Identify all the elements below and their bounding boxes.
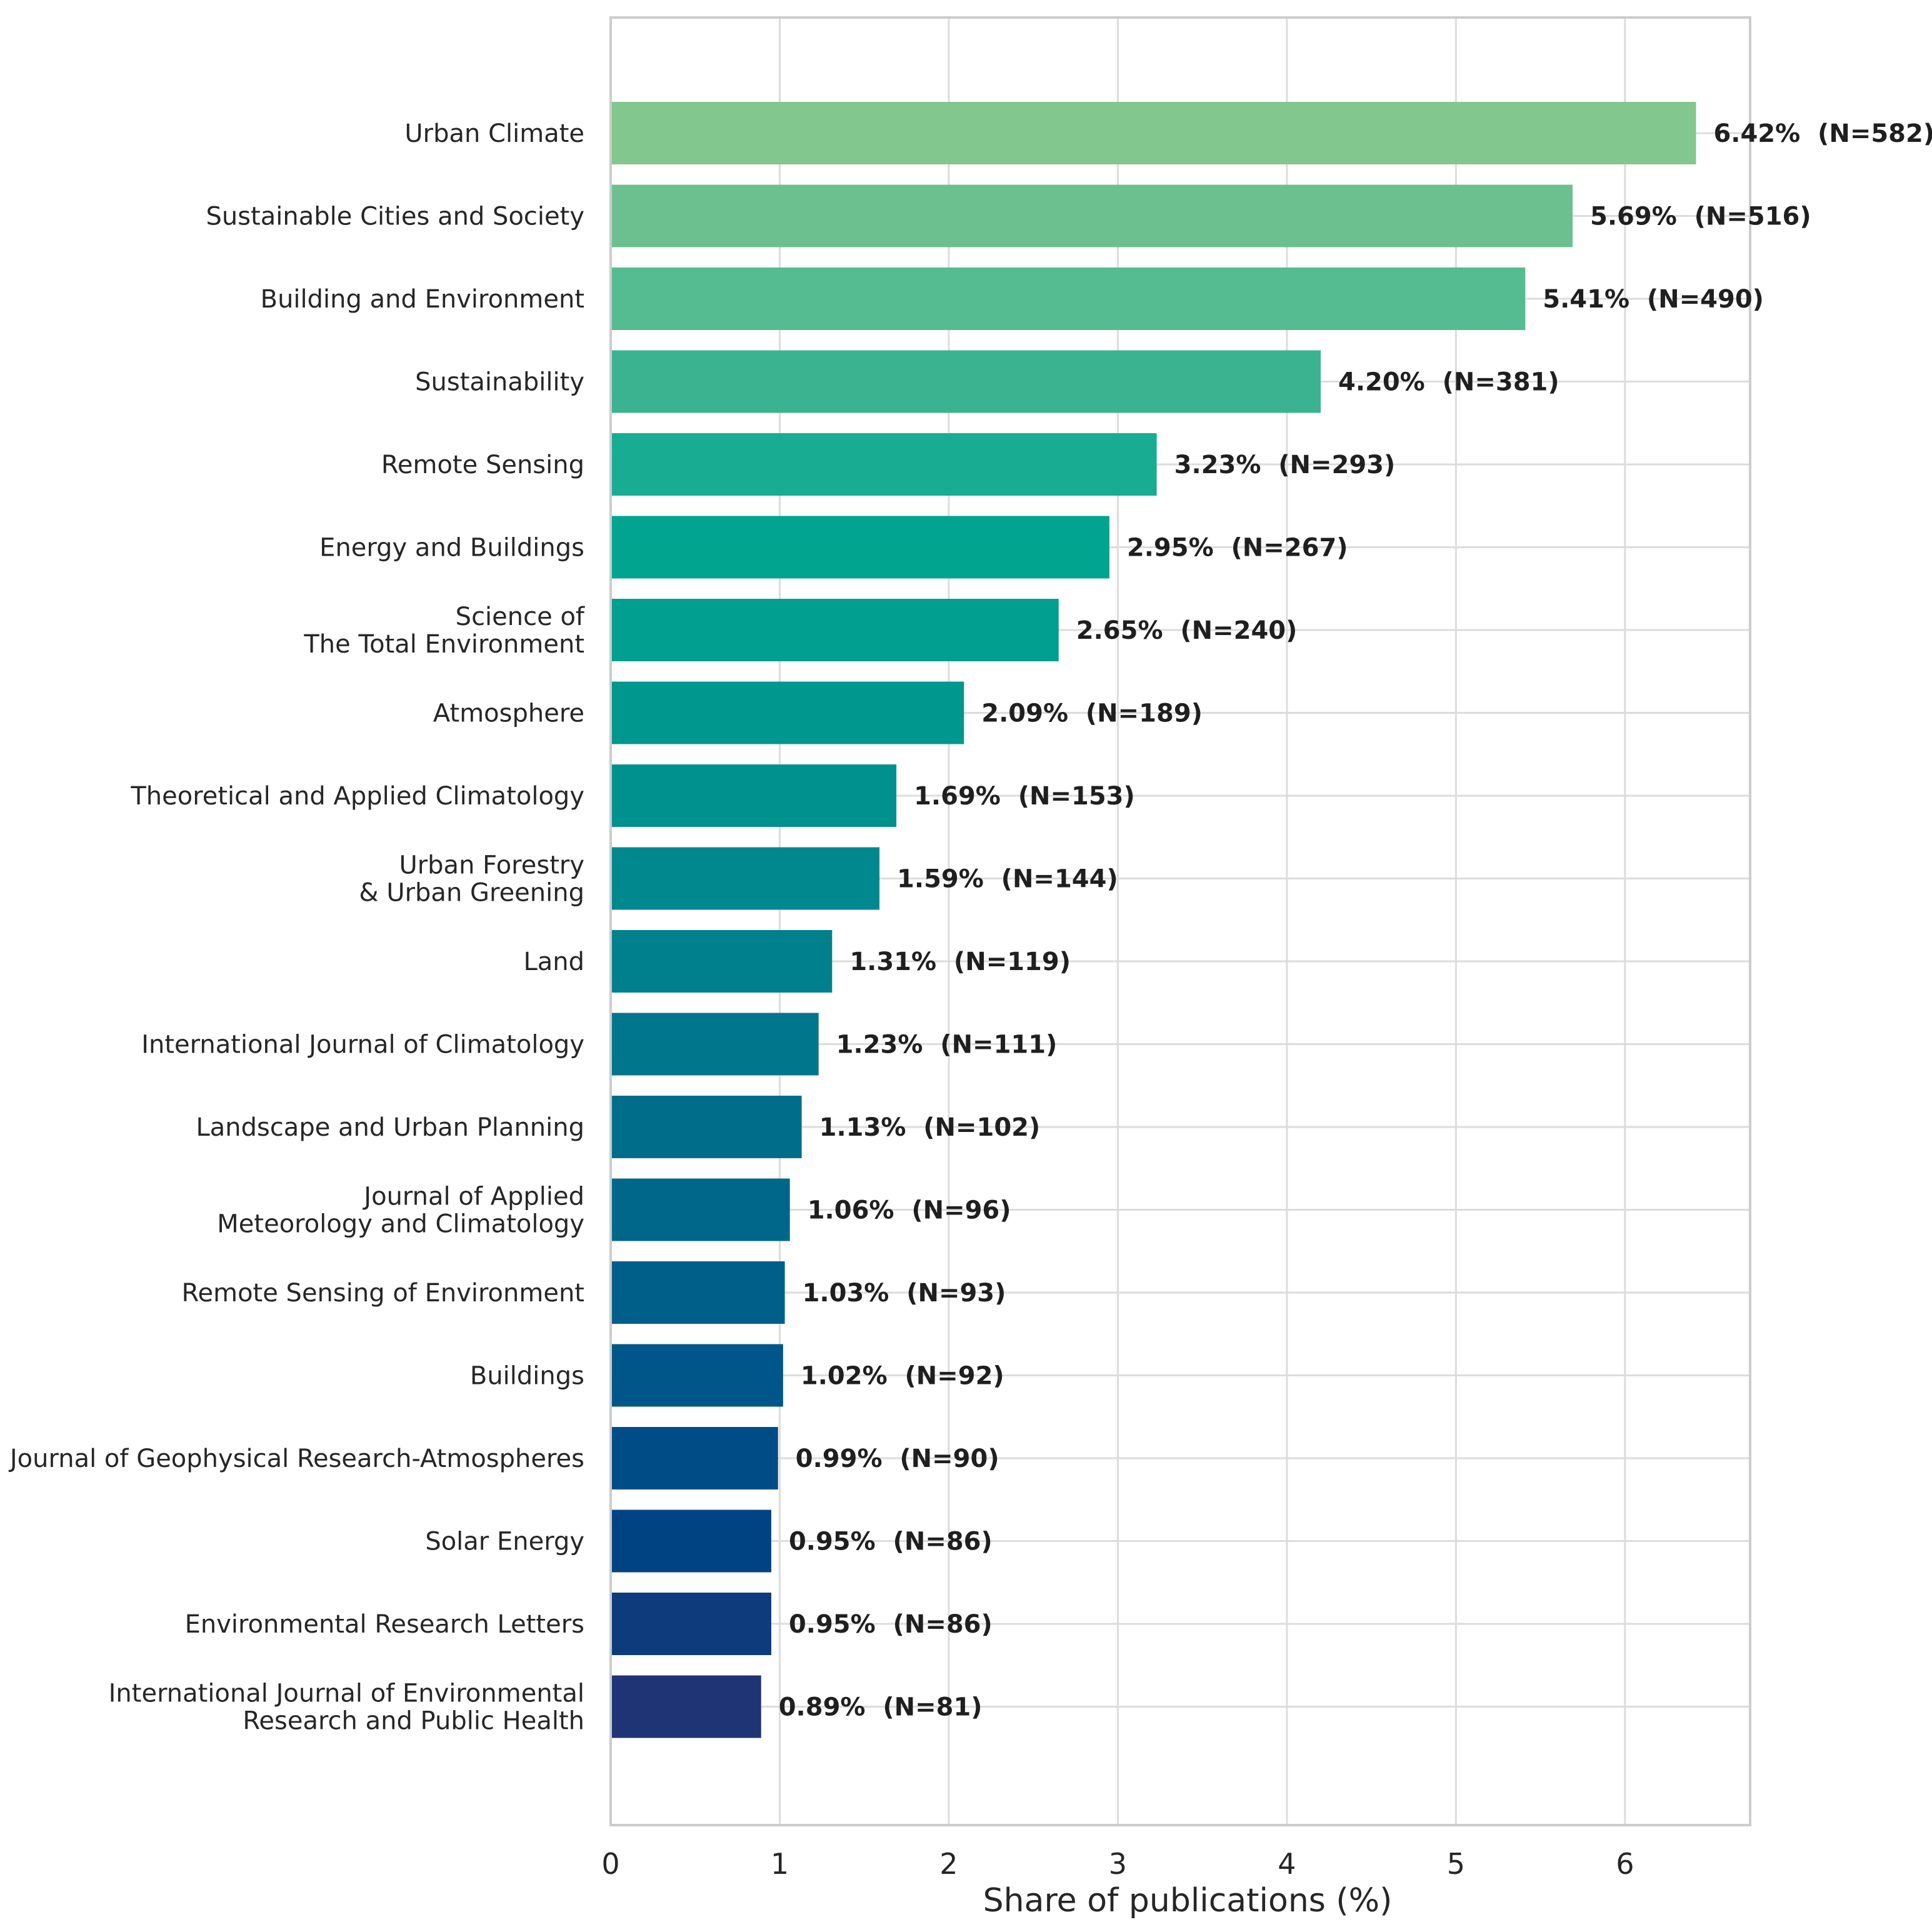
x-tick-label: 3 — [1109, 1847, 1127, 1881]
bar — [611, 847, 880, 910]
value-label: 2.09% (N=189) — [981, 699, 1203, 728]
category-label: Science of The Total Environment — [303, 603, 585, 659]
bar — [611, 184, 1573, 248]
x-tick-label: 0 — [601, 1847, 619, 1881]
category-label: Urban Climate — [404, 119, 584, 148]
x-tick-label: 2 — [939, 1847, 958, 1881]
bar — [611, 516, 1109, 579]
category-label: Energy and Buildings — [319, 534, 584, 563]
category-label: Theoretical and Applied Climatology — [130, 782, 584, 811]
value-label: 2.95% (N=267) — [1127, 534, 1348, 563]
bar — [611, 1509, 771, 1573]
bar — [611, 433, 1157, 496]
bar — [611, 764, 897, 827]
bar — [611, 681, 964, 744]
value-label: 1.06% (N=96) — [808, 1196, 1011, 1225]
value-label: 1.59% (N=144) — [897, 865, 1118, 894]
value-label: 5.69% (N=516) — [1590, 203, 1811, 231]
bar — [611, 1675, 761, 1738]
x-tick-label: 6 — [1616, 1847, 1634, 1881]
category-label: Sustainability — [415, 368, 584, 397]
bar — [611, 1261, 785, 1324]
category-label: Building and Environment — [261, 285, 584, 314]
value-label: 0.99% (N=90) — [796, 1444, 999, 1473]
value-label: 1.23% (N=111) — [836, 1031, 1058, 1059]
bar — [611, 1427, 778, 1489]
category-labels: Urban Climate Sustainable Cities and Soci… — [8, 119, 585, 1736]
value-label: 6.42% (N=582) — [1713, 119, 1932, 148]
value-labels: 6.42% (N=582) 5.69% (N=516) 5.41% (N=490) 4… — [779, 119, 1932, 1722]
category-label: Environmental Research Letters — [185, 1610, 584, 1639]
bar — [611, 1178, 790, 1241]
x-tick-labels: 0 1 2 3 4 5 6 — [601, 1847, 1634, 1881]
value-label: 0.95% (N=86) — [789, 1528, 993, 1556]
category-label: Remote Sensing of Environment — [182, 1279, 585, 1308]
plot-border — [609, 16, 1751, 1826]
value-label: 1.13% (N=102) — [819, 1113, 1041, 1142]
x-tick-label: 5 — [1447, 1847, 1465, 1881]
value-label: 1.31% (N=119) — [849, 948, 1071, 976]
category-label: International Journal of Climatology — [141, 1031, 584, 1059]
bar — [611, 1096, 802, 1158]
category-label: Sustainable Cities and Society — [206, 203, 585, 231]
value-label: 2.65% (N=240) — [1076, 616, 1298, 645]
bar — [611, 102, 1696, 164]
bar — [611, 1593, 771, 1655]
value-label: 1.02% (N=92) — [801, 1362, 1004, 1391]
value-label: 0.89% (N=81) — [779, 1693, 983, 1722]
value-label: 1.69% (N=153) — [914, 782, 1135, 811]
category-label: Atmosphere — [433, 699, 584, 728]
value-label: 1.03% (N=93) — [803, 1279, 1006, 1308]
category-label: Remote Sensing — [381, 451, 584, 479]
category-label: Journal of Applied Meteorology and Climat… — [217, 1183, 584, 1239]
category-label: Urban Forestry & Urban Greening — [359, 851, 584, 908]
plot-frame — [609, 16, 1751, 1826]
bar — [611, 599, 1059, 661]
bar — [611, 268, 1526, 330]
x-tick-label: 1 — [771, 1847, 789, 1881]
bars — [611, 102, 1696, 1738]
value-label: 4.20% (N=381) — [1338, 368, 1559, 397]
value-label: 0.95% (N=86) — [789, 1610, 993, 1639]
bar — [611, 1344, 783, 1407]
category-label: Land — [523, 948, 584, 976]
x-axis-label: Share of publications (%) — [983, 1882, 1393, 1919]
category-label: Landscape and Urban Planning — [196, 1113, 584, 1142]
bar — [611, 350, 1321, 413]
category-label: International Journal of Environmental Re… — [109, 1679, 584, 1736]
category-label: Journal of Geophysical Research-Atmosphe… — [8, 1444, 584, 1473]
value-label: 3.23% (N=293) — [1174, 451, 1396, 479]
category-label: Solar Energy — [425, 1528, 584, 1556]
bar — [611, 930, 833, 993]
x-tick-label: 4 — [1278, 1847, 1296, 1881]
bar — [611, 1013, 819, 1076]
category-label: Buildings — [470, 1362, 584, 1391]
value-label: 5.41% (N=490) — [1543, 285, 1764, 314]
